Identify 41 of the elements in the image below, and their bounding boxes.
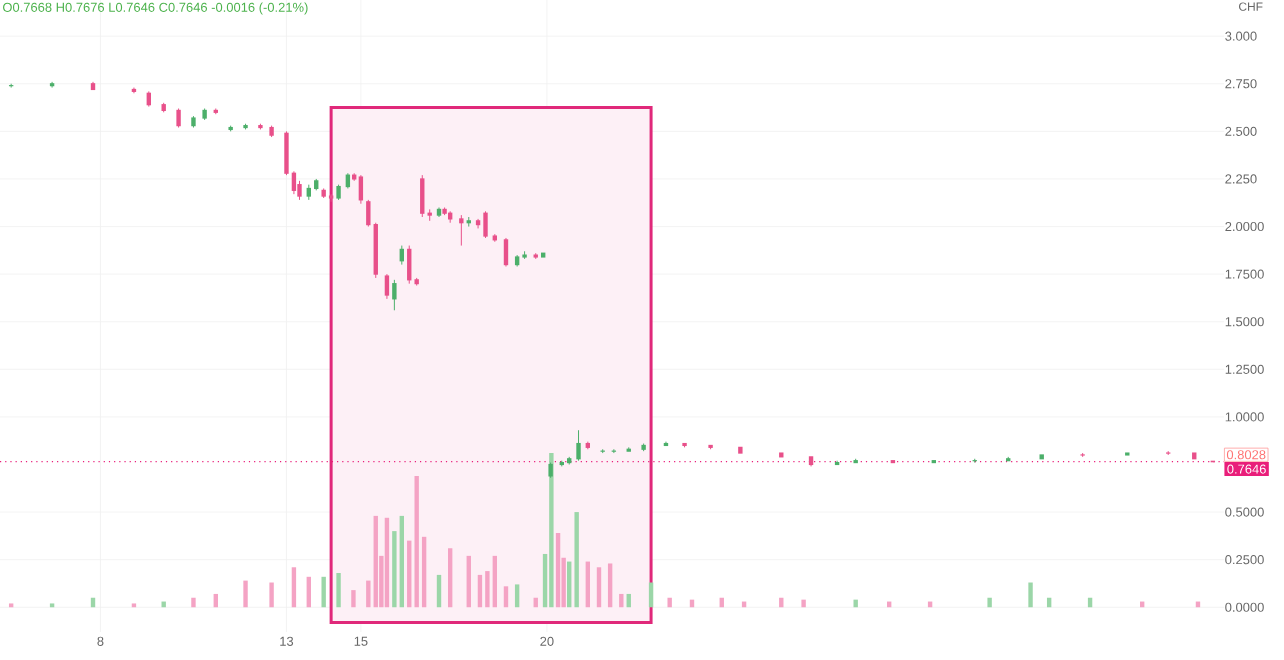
candlestick [358,174,364,205]
bar [466,555,471,608]
candlestick [176,108,181,129]
bar [269,582,274,608]
candlestick [420,174,425,218]
bar [607,563,613,608]
bar [492,555,498,608]
candlestick [459,214,464,247]
bar [853,599,858,608]
bar [351,590,356,608]
bar [514,584,520,608]
bar [555,533,561,608]
bar [549,453,554,608]
candlestick [576,429,581,462]
bar [306,576,311,608]
bar [399,515,405,608]
bar [373,515,378,608]
bar [477,574,483,608]
bar [243,580,248,608]
bar [336,572,341,608]
candlestick [392,279,397,311]
candlestick [328,193,334,203]
bar [447,548,453,608]
bar [585,561,591,608]
bar [987,597,992,608]
bar [191,597,196,608]
bar [436,574,442,608]
bar [414,475,419,608]
bar [801,599,806,608]
bar [291,567,297,608]
candlestick [483,210,488,239]
candlestick [503,237,509,268]
bar [321,576,326,608]
bar [596,567,602,608]
bar [1028,582,1033,608]
bar [503,586,509,608]
bar [667,597,672,608]
candlestick [384,273,390,300]
bar [574,512,579,608]
bar [619,593,624,608]
bar [384,517,390,608]
